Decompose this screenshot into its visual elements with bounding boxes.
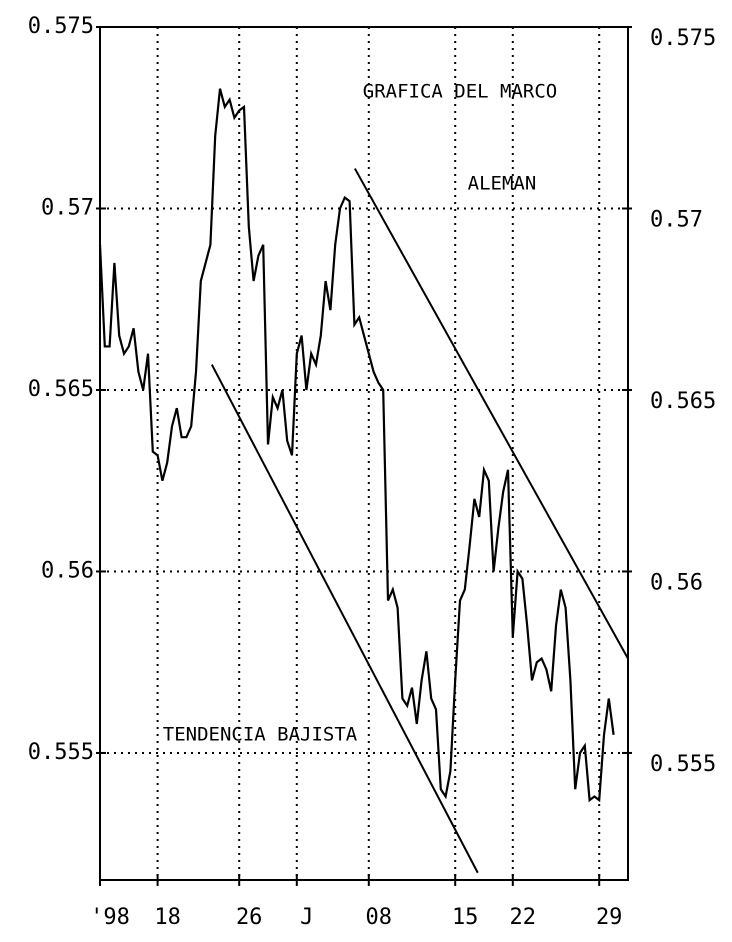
y-tick-label: 0.56 xyxy=(41,558,94,583)
trend-line xyxy=(354,168,629,660)
x-tick-label: 22 xyxy=(510,905,537,930)
y-tick-label: 0.575 xyxy=(28,14,94,39)
y2-tick-label: 0.57 xyxy=(650,207,703,232)
y2-tick-label: 0.56 xyxy=(650,570,703,595)
trend-line xyxy=(210,364,479,874)
plot-frame xyxy=(99,26,629,881)
annotation: TENDENCIA BAJISTA xyxy=(163,724,358,746)
y-tick-label: 0.57 xyxy=(41,195,94,220)
y2-tick-label: 0.575 xyxy=(650,26,716,51)
annotation: ALEMAN xyxy=(468,173,537,195)
x-tick-label: 15 xyxy=(452,905,479,930)
data-line xyxy=(98,88,615,803)
x-tick-label: 18 xyxy=(154,905,181,930)
x-tick-label: '98 xyxy=(90,905,130,930)
y-tick-label: 0.555 xyxy=(28,740,94,765)
annotation: GRAFICA DEL MARCO xyxy=(363,81,557,103)
y2-tick-label: 0.555 xyxy=(650,752,716,777)
x-tick-label: J xyxy=(300,905,313,930)
x-tick-label: 29 xyxy=(596,905,623,930)
x-tick-label: 26 xyxy=(236,905,263,930)
y-tick-label: 0.565 xyxy=(28,377,94,402)
x-tick-label: 08 xyxy=(366,905,393,930)
y2-tick-label: 0.565 xyxy=(650,389,716,414)
